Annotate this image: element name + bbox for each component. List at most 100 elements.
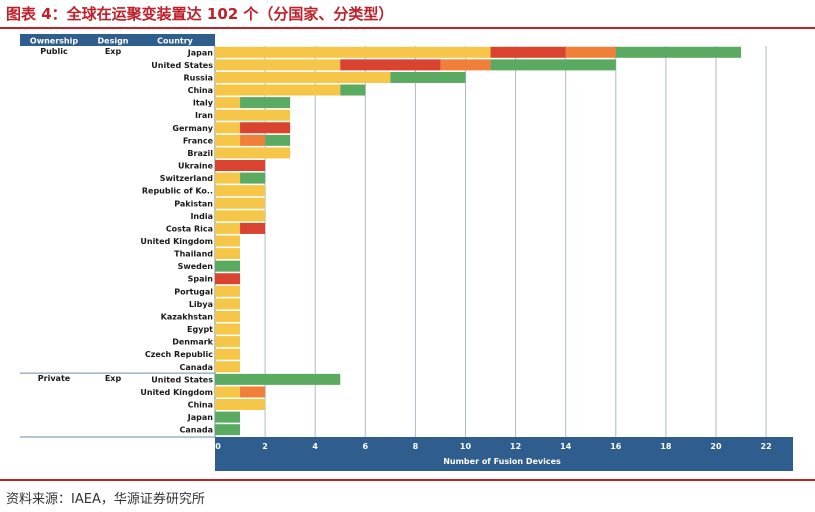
tick-label-country: Thailand: [174, 250, 213, 259]
bar-segment: [340, 84, 366, 96]
bar-segment: [215, 160, 266, 172]
x-axis-label: Number of Fusion Devices: [443, 457, 561, 466]
ownership-label: Public: [40, 47, 68, 56]
bar-segment: [215, 71, 391, 83]
footer-rule: [0, 479, 815, 481]
tick-label-country: Kazakhstan: [161, 312, 214, 321]
bar-segment: [240, 122, 291, 134]
bar-segment: [215, 172, 241, 184]
bar-segment: [215, 235, 241, 247]
bar-segment: [240, 172, 266, 184]
design-label: Exp: [105, 374, 122, 383]
tick-label-x: 4: [312, 442, 318, 451]
bar-segment: [440, 59, 491, 71]
figure-title: 图表 4：全球在运聚变装置达 102 个（分国家、分类型）: [6, 5, 394, 23]
bar-segment: [215, 134, 241, 146]
tick-label-country: Sweden: [178, 262, 214, 271]
bar-segment: [215, 185, 266, 197]
bar-segment: [240, 97, 291, 109]
tick-label-country: Spain: [188, 275, 214, 284]
bar-segment: [215, 399, 266, 411]
tick-label-country: Japan: [187, 413, 214, 422]
bar-segment: [490, 59, 616, 71]
bar-segment: [215, 424, 241, 436]
tick-label-x: 16: [610, 442, 622, 451]
tick-label-country: United Kingdom: [140, 237, 213, 246]
bar-segment: [215, 386, 241, 398]
column-header-country: Country: [157, 37, 194, 46]
bar-segment: [215, 260, 241, 272]
tick-label-country: Japan: [187, 48, 214, 57]
tick-label-country: France: [183, 136, 214, 145]
tick-label-country: Italy: [193, 99, 214, 108]
tick-label-x: 6: [363, 442, 369, 451]
tick-label-country: United States: [151, 375, 213, 384]
tick-label-country: United Kingdom: [140, 388, 213, 397]
tick-label-x: 22: [761, 442, 772, 451]
title-rule: [0, 27, 815, 29]
tick-label-country: China: [188, 401, 213, 410]
column-header-band: [20, 34, 215, 46]
tick-label-country: Iran: [195, 111, 213, 120]
bar-segment: [215, 285, 241, 297]
bar-segment: [215, 273, 241, 285]
bar-segment: [490, 46, 566, 58]
design-label: Exp: [105, 47, 122, 56]
bar-segment: [215, 248, 241, 260]
bar-segment: [215, 59, 341, 71]
bar-segment: [265, 134, 291, 146]
tick-label-country: Brazil: [187, 149, 213, 158]
tick-label-x: 0: [215, 442, 221, 451]
tick-label-x: 12: [510, 442, 521, 451]
tick-label-country: Canada: [180, 363, 214, 372]
tick-label-country: Ukraine: [178, 162, 214, 171]
tick-label-country: Czech Republic: [145, 350, 213, 359]
tick-label-country: Costa Rica: [166, 224, 213, 233]
tick-label-country: Denmark: [172, 338, 213, 347]
source-note: 资料来源：IAEA，华源证券研究所: [6, 492, 205, 507]
column-header-ownership: Ownership: [30, 37, 78, 46]
tick-label-country: Republic of Ko..: [142, 187, 213, 196]
bar-segment: [240, 386, 266, 398]
bar-segment: [390, 71, 466, 83]
tick-label-country: Russia: [183, 73, 213, 82]
bar-segment: [215, 122, 241, 134]
tick-label-x: 18: [660, 442, 672, 451]
bar-segment: [240, 134, 266, 146]
tick-label-country: Pakistan: [174, 199, 213, 208]
bar-segment: [215, 298, 241, 310]
tick-label-x: 10: [460, 442, 472, 451]
bar-segment: [215, 348, 241, 360]
bar-segment: [215, 373, 341, 385]
bar-segment: [615, 46, 742, 58]
bar-segment: [215, 323, 241, 335]
tick-label-x: 2: [262, 442, 268, 451]
bar-segment: [215, 109, 291, 121]
bar-segment: [215, 210, 266, 222]
bar-segment: [565, 46, 616, 58]
x-axis-band: [215, 437, 793, 471]
bar-segment: [215, 310, 241, 322]
tick-label-country: United States: [151, 61, 213, 70]
bar-segment: [215, 147, 291, 159]
tick-label-country: Portugal: [174, 287, 213, 296]
tick-label-x: 14: [560, 442, 572, 451]
bar-segment: [240, 222, 266, 234]
bar-segment: [215, 411, 241, 423]
tick-label-country: India: [190, 212, 213, 221]
bar-segment: [215, 222, 241, 234]
tick-label-country: Libya: [189, 300, 213, 309]
tick-label-x: 20: [710, 442, 722, 451]
tick-label-country: Canada: [180, 426, 214, 435]
bar-segment: [340, 59, 441, 71]
tick-label-country: China: [188, 86, 213, 95]
plot-area: [215, 46, 793, 437]
tick-label-country: Germany: [172, 124, 213, 133]
ownership-label: Private: [38, 374, 71, 383]
bar-segment: [215, 97, 241, 109]
tick-label-country: Egypt: [187, 325, 213, 334]
bar-segment: [215, 46, 491, 58]
bar-segment: [215, 84, 341, 96]
bar-segment: [215, 336, 241, 348]
